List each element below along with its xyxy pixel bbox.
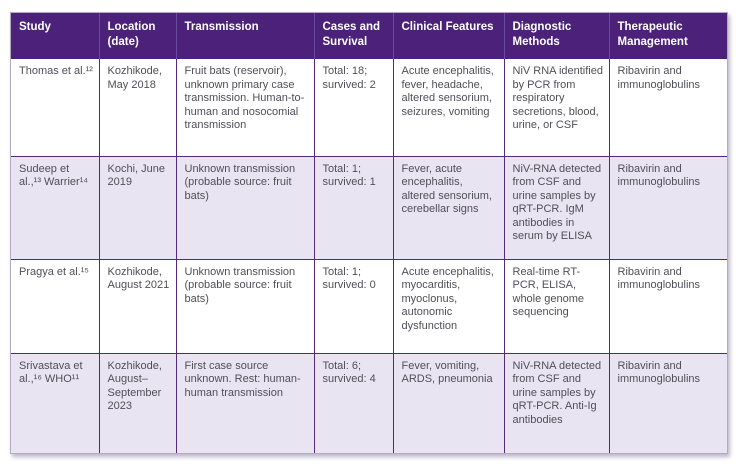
cell-transmission: Unknown transmission (probable source: f… bbox=[175, 258, 315, 354]
table-header: Study Location (date) Transmission Cases… bbox=[11, 13, 727, 59]
cell-location-date: Kozhikode, August–September 2023 bbox=[98, 352, 177, 453]
table-body: Thomas et al.¹² Kozhikode, May 2018 Frui… bbox=[11, 59, 727, 453]
cell-transmission: Fruit bats (reservoir), unknown primary … bbox=[175, 59, 315, 157]
cell-therapeutic-management: Ribavirin and immunoglobulins bbox=[608, 352, 727, 453]
cell-diagnostic-methods: NiV-RNA detected from CSF and urine samp… bbox=[503, 352, 610, 453]
cell-cases-survival: Total: 1; survived: 0 bbox=[313, 258, 394, 354]
column-header-therapeutic-management: Therapeutic Management bbox=[608, 13, 727, 59]
column-header-location-date: Location (date) bbox=[98, 13, 176, 59]
cell-location-date: Kochi, June 2019 bbox=[98, 155, 177, 260]
cell-cases-survival: Total: 6; survived: 4 bbox=[313, 352, 394, 453]
cell-cases-survival: Total: 1; survived: 1 bbox=[313, 155, 394, 260]
column-header-diagnostic-methods: Diagnostic Methods bbox=[503, 13, 609, 59]
cell-location-date: Kozhikode, August 2021 bbox=[98, 258, 177, 354]
table-row: Pragya et al.¹⁵ Kozhikode, August 2021 U… bbox=[11, 258, 727, 354]
cell-diagnostic-methods: Real-time RT-PCR, ELISA, whole genome se… bbox=[503, 258, 610, 354]
cell-cases-survival: Total: 18; survived: 2 bbox=[313, 59, 394, 157]
cell-study: Thomas et al.¹² bbox=[11, 59, 100, 157]
column-header-study: Study bbox=[11, 13, 99, 59]
column-header-transmission: Transmission bbox=[175, 13, 314, 59]
cell-study: Sudeep et al.,¹³ Warrier¹⁴ bbox=[11, 155, 100, 260]
cell-transmission: First case source unknown. Rest: human-h… bbox=[175, 352, 315, 453]
cell-therapeutic-management: Ribavirin and immunoglobulins bbox=[608, 59, 727, 157]
table-row: Srivastava et al.,¹⁶ WHO¹¹ Kozhikode, Au… bbox=[11, 352, 727, 453]
cell-clinical-features: Fever, vomiting, ARDS, pneumonia bbox=[392, 352, 505, 453]
table-row: Thomas et al.¹² Kozhikode, May 2018 Frui… bbox=[11, 59, 727, 157]
cell-study: Pragya et al.¹⁵ bbox=[11, 258, 100, 354]
cell-clinical-features: Acute encephalitis, myocarditis, myoclon… bbox=[392, 258, 505, 354]
cell-therapeutic-management: Ribavirin and immunoglobulins bbox=[608, 155, 727, 260]
table-row: Sudeep et al.,¹³ Warrier¹⁴ Kochi, June 2… bbox=[11, 155, 727, 260]
cell-study: Srivastava et al.,¹⁶ WHO¹¹ bbox=[11, 352, 100, 453]
cell-clinical-features: Fever, acute encephalitis, altered senso… bbox=[392, 155, 505, 260]
cell-clinical-features: Acute encephalitis, fever, headache, alt… bbox=[392, 59, 505, 157]
cell-location-date: Kozhikode, May 2018 bbox=[98, 59, 177, 157]
cell-transmission: Unknown transmission (probable source: f… bbox=[175, 155, 315, 260]
cell-diagnostic-methods: NiV-RNA detected from CSF and urine samp… bbox=[503, 155, 610, 260]
column-header-clinical-features: Clinical Features bbox=[392, 13, 504, 59]
outbreaks-table-container: Study Location (date) Transmission Cases… bbox=[10, 12, 728, 454]
cell-therapeutic-management: Ribavirin and immunoglobulins bbox=[608, 258, 727, 354]
header-row: Study Location (date) Transmission Cases… bbox=[11, 13, 727, 59]
nipah-outbreaks-table: Study Location (date) Transmission Cases… bbox=[11, 13, 727, 453]
column-header-cases-survival: Cases and Survival bbox=[313, 13, 393, 59]
cell-diagnostic-methods: NiV RNA identified by PCR from respirato… bbox=[503, 59, 610, 157]
